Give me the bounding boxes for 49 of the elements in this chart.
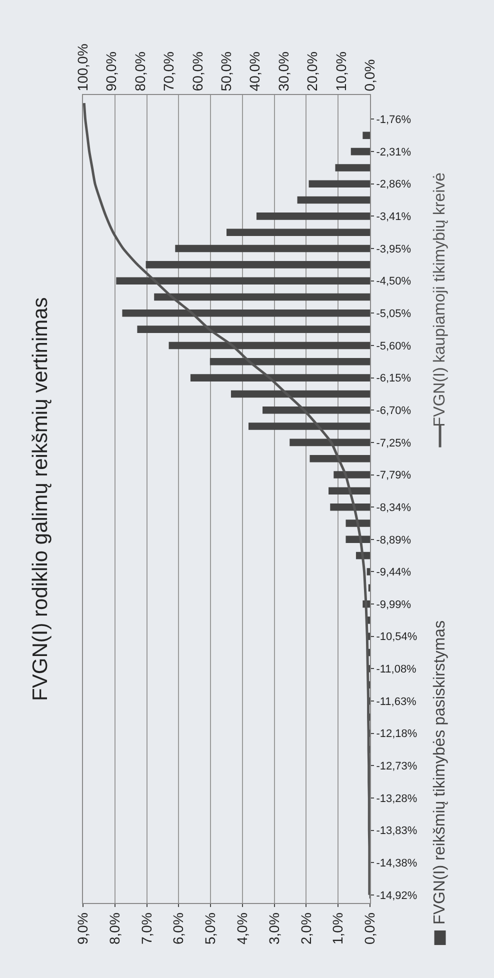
y-tick-label: -14,92%	[376, 890, 418, 902]
x2-tick-label: 60,0%	[189, 51, 206, 92]
text: FVGN(I) kaupiamoji tikimybių kreivė	[431, 172, 448, 427]
x2-tick-label: 70,0%	[160, 51, 177, 92]
y-tick-label: -7,79%	[376, 470, 412, 482]
y-tick-label: -5,05%	[376, 308, 412, 320]
y-tick-label: -14,38%	[376, 857, 418, 870]
text: FVGN(I) rodiklio galimų reikšmių vertinimas	[28, 297, 52, 701]
x2-tick-label: 100,0%	[74, 44, 91, 92]
y-tick-label: -6,15%	[376, 372, 412, 385]
x-tick-label: 3,0%	[266, 912, 282, 945]
x-tick-label: 8,0%	[106, 912, 122, 945]
x2-tick-label: 10,0%	[332, 51, 349, 92]
y-tick-label: -9,44%	[376, 566, 412, 579]
y-tick-label: -11,08%	[376, 664, 417, 676]
y-tick-label: -3,95%	[376, 243, 412, 256]
y-tick-label: -11,63%	[376, 696, 417, 708]
y-tick-label: -10,54%	[376, 631, 418, 644]
y-tick-label: -13,28%	[376, 792, 418, 805]
y-tick-label: -1,76%	[376, 114, 412, 126]
y-tick-label: -5,60%	[376, 340, 412, 352]
x-tick-label: 0,0%	[362, 912, 378, 945]
text: FVGN(I) reikšmių tikimybės pasiskirstymas	[432, 620, 449, 924]
y-tick-label: -6,70%	[376, 404, 412, 417]
x2-tick-label: 30,0%	[275, 51, 292, 92]
x2-tick-label: 0,0%	[362, 59, 378, 92]
x-tick-label: 1,0%	[330, 912, 346, 945]
x-tick-label: 9,0%	[74, 912, 91, 945]
x-tick-label: 6,0%	[170, 912, 186, 945]
y-tick-label: -12,73%	[376, 760, 418, 772]
x-tick-label: 7,0%	[138, 912, 154, 945]
y-tick-label: -8,34%	[376, 502, 412, 514]
x2-tick-label: 20,0%	[304, 51, 320, 92]
x2-tick-label: 40,0%	[246, 51, 263, 92]
x2-tick-label: 80,0%	[132, 51, 148, 92]
x-tick-label: 2,0%	[298, 912, 314, 945]
y-tick-label: -7,25%	[376, 437, 412, 450]
y-tick-label: -4,50%	[376, 276, 412, 288]
x2-tick-label: 50,0%	[218, 51, 234, 92]
y-tick-label: -12,18%	[376, 728, 418, 740]
y-tick-label: -8,89%	[376, 534, 412, 546]
y-tick-label: -2,86%	[376, 178, 412, 191]
y-tick-label: -3,41%	[376, 211, 412, 224]
y-tick-label: -9,99%	[376, 598, 412, 611]
y-tick-label: -2,31%	[376, 146, 412, 158]
x-tick-label: 5,0%	[202, 912, 218, 945]
y-tick-label: -13,83%	[376, 825, 418, 838]
x-tick-label: 4,0%	[234, 912, 250, 945]
x2-tick-label: 90,0%	[103, 51, 120, 92]
